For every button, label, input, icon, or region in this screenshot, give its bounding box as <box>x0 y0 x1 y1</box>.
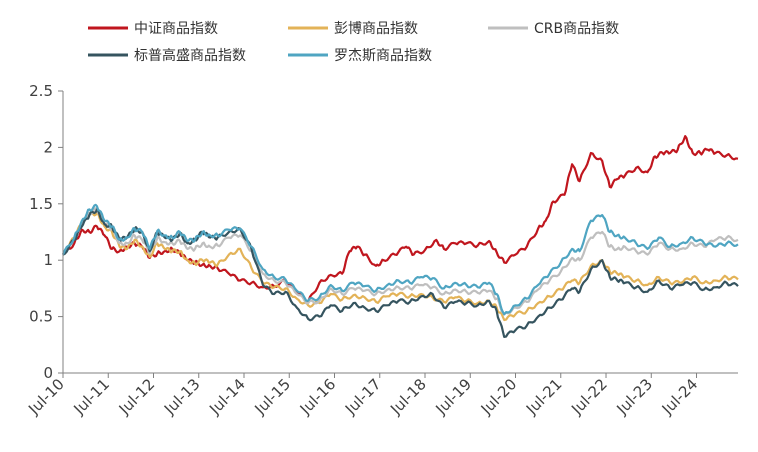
x-tick-label: Jul-11 <box>70 375 114 419</box>
plot-area <box>61 135 739 338</box>
legend-label-4: 标普高盛商品指数 <box>134 47 246 64</box>
x-tick-label: Jul-13 <box>160 375 204 419</box>
legend-label-2: 彭博商品指数 <box>334 20 418 37</box>
x-tick-label: Jul-22 <box>567 375 611 419</box>
y-tick-label: 0 <box>43 364 53 382</box>
series-line-5 <box>61 203 739 316</box>
x-axis-ticks: Jul-10 Jul-11 Jul-12 Jul-13 Jul-14 Jul-15 Jul-… <box>24 373 701 419</box>
x-tick-label: Jul-24 <box>658 375 702 419</box>
series-line-4 <box>62 208 739 338</box>
y-tick-label: 1.5 <box>29 195 53 213</box>
x-tick-label: Jul-17 <box>341 375 385 419</box>
series-line-2 <box>62 211 739 322</box>
y-tick-label: 0.5 <box>29 308 53 326</box>
series-line-1 <box>62 135 739 304</box>
y-axis-ticks: 0 0.5 1 1.5 2 2.5 <box>29 82 63 382</box>
legend-label-1: 中证商品指数 <box>134 21 218 37</box>
y-tick-label: 1 <box>43 251 53 269</box>
x-tick-label: Jul-12 <box>115 375 159 419</box>
x-tick-label: Jul-16 <box>296 375 340 419</box>
legend-label-3: CRB商品指数 <box>534 21 619 37</box>
x-tick-label: Jul-23 <box>613 375 657 419</box>
x-tick-label: Jul-14 <box>205 375 249 419</box>
x-tick-label: Jul-20 <box>477 375 521 419</box>
x-tick-label: Jul-15 <box>251 375 295 419</box>
legend-label-5: 罗杰斯商品指数 <box>334 48 432 64</box>
x-tick-label: Jul-19 <box>432 375 476 419</box>
y-tick-label: 2 <box>43 138 53 156</box>
y-tick-label: 2.5 <box>29 82 53 100</box>
x-tick-label: Jul-18 <box>386 375 430 419</box>
x-tick-label: Jul-21 <box>522 375 566 419</box>
